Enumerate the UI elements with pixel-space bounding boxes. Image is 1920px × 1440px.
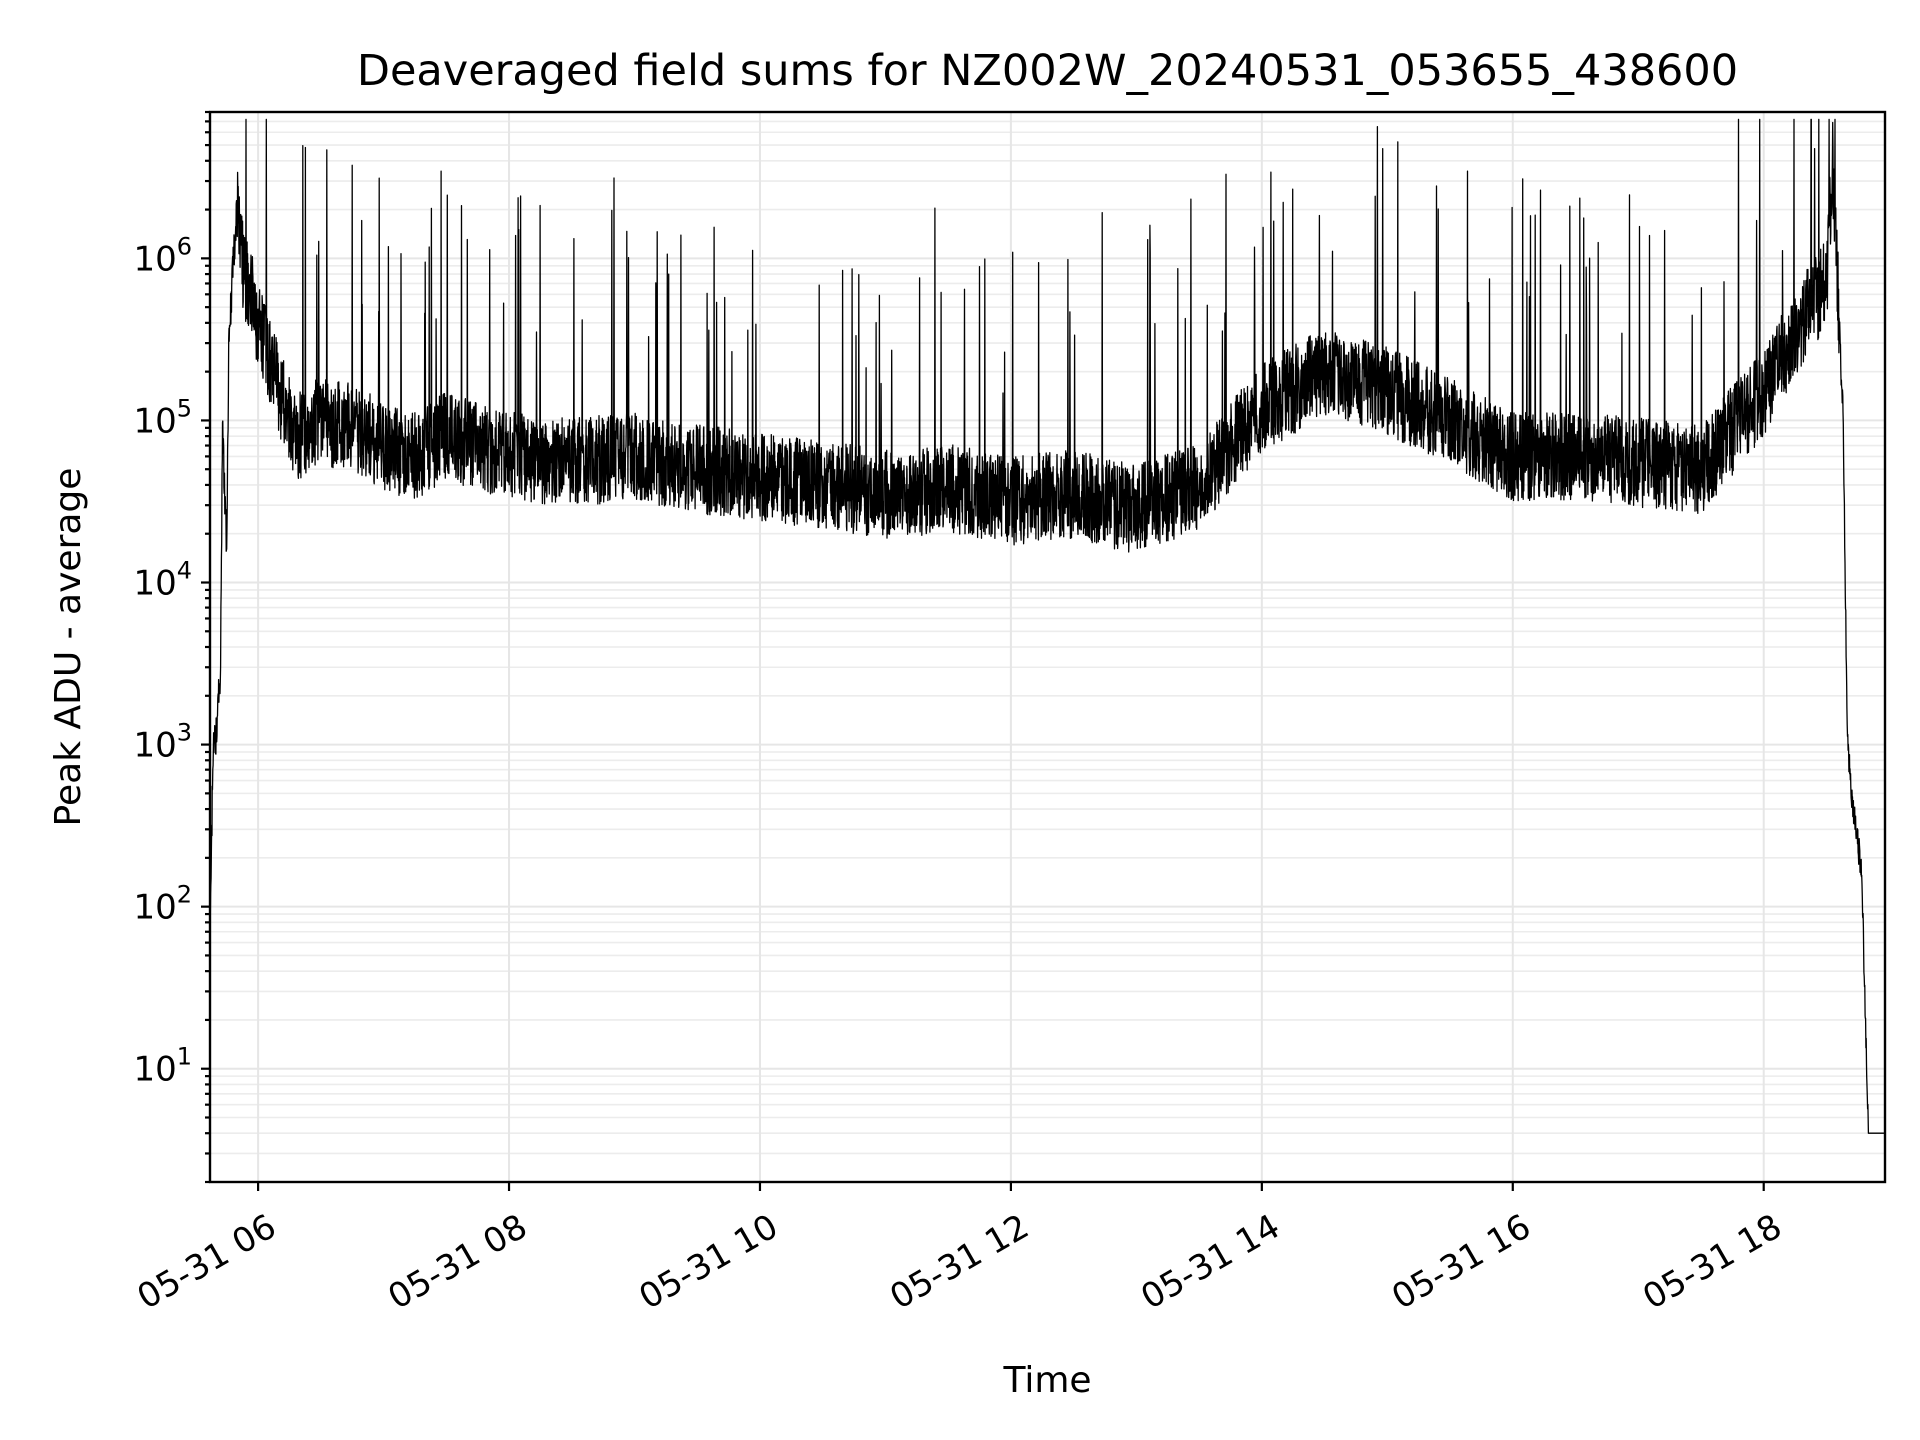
y-axis-label: Peak ADU - average: [48, 468, 89, 827]
y-tick-label: 101: [133, 1043, 192, 1090]
axis-ticks: [201, 110, 1765, 1191]
data-series: [209, 118, 1886, 1134]
y-axis-tick-labels: 101 102 103 104 105 106: [133, 232, 192, 1089]
x-axis-label: Time: [1002, 1360, 1091, 1401]
y-tick-label: 105: [133, 394, 192, 441]
y-tick-label: 103: [133, 719, 192, 766]
y-tick-label: 104: [133, 557, 192, 604]
series-line: [209, 118, 1886, 1134]
y-tick-label: 106: [133, 232, 192, 279]
y-tick-label: 102: [133, 881, 192, 928]
chart-title: Deaveraged field sums for NZ002W_2024053…: [357, 46, 1738, 96]
